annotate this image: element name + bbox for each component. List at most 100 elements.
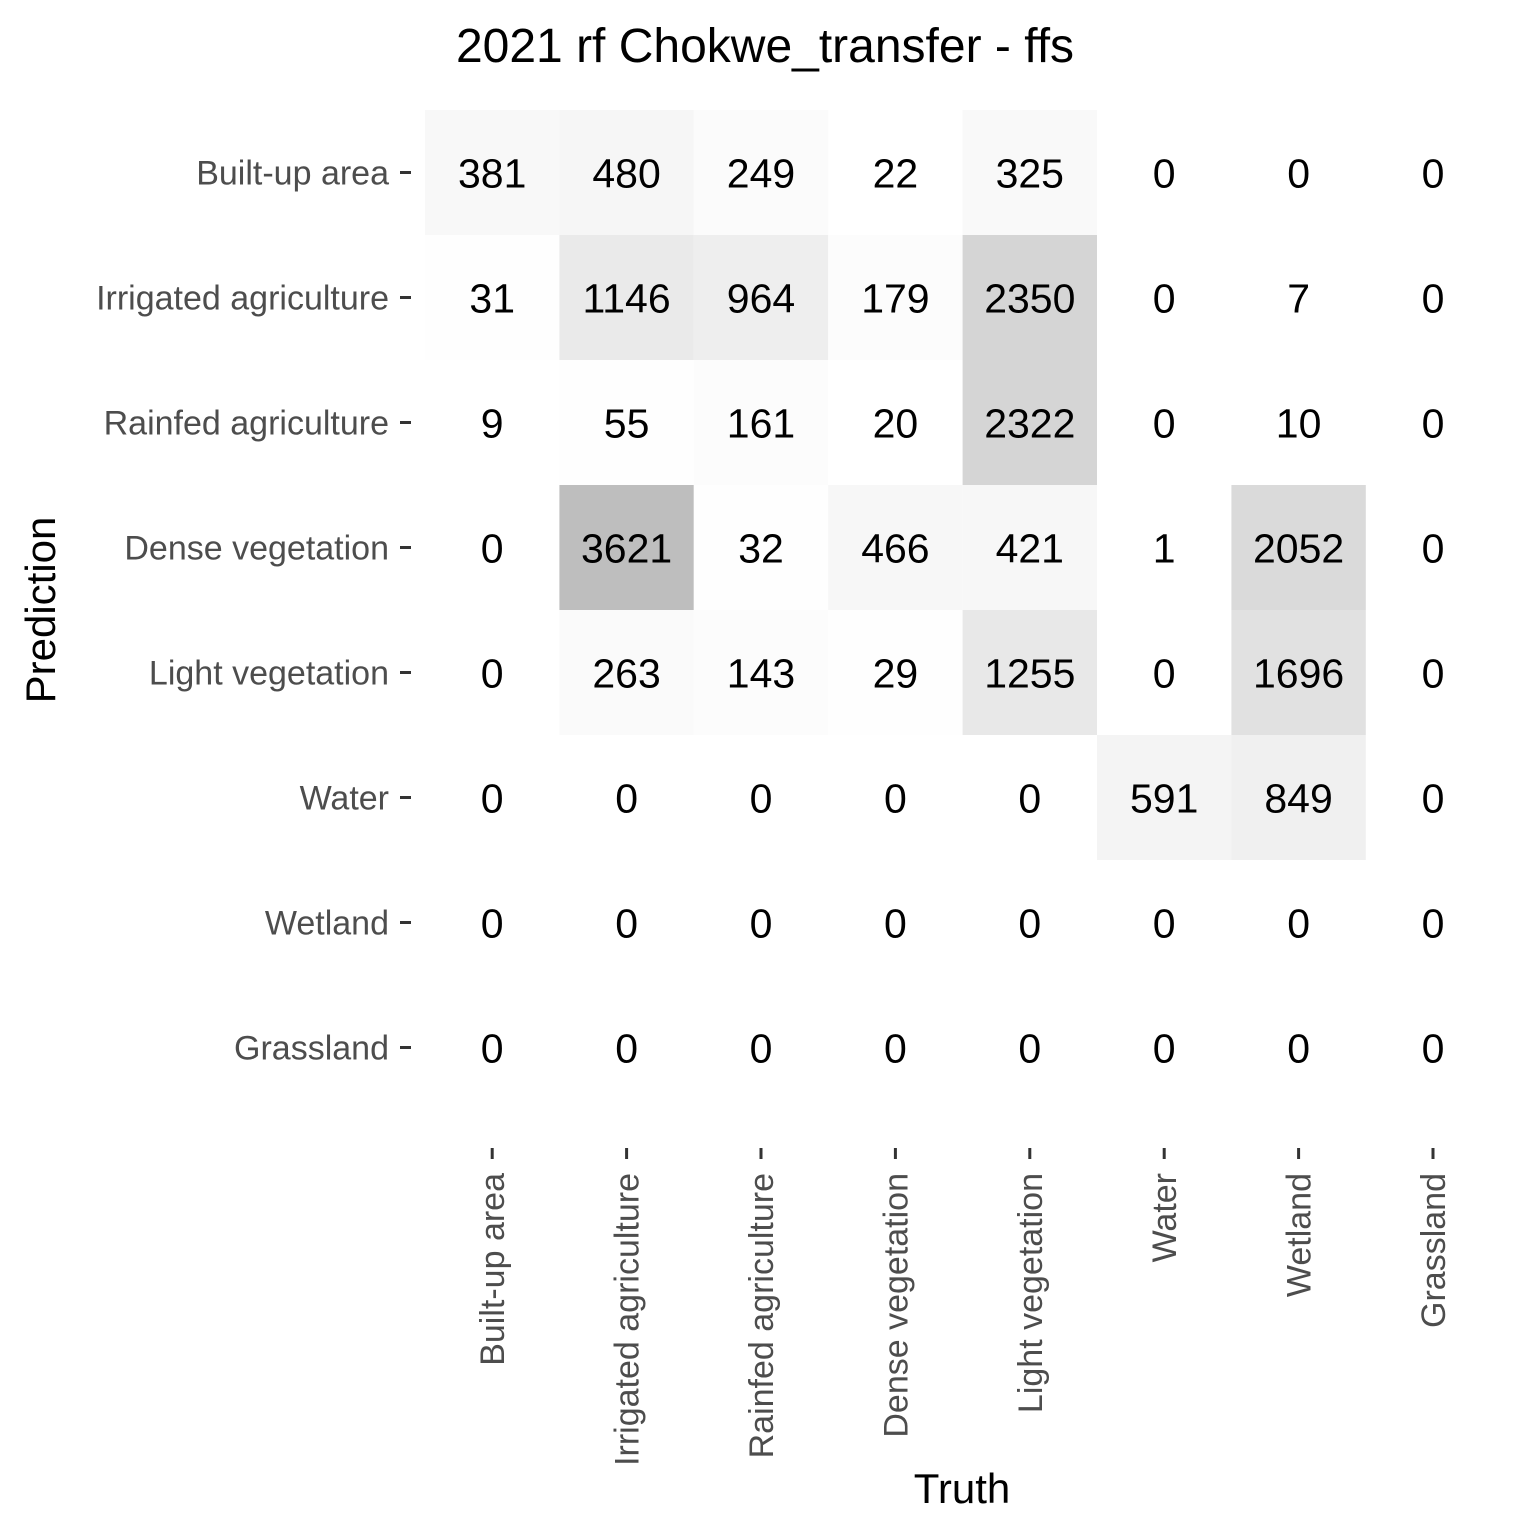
cell-value-label: 10 (1276, 401, 1322, 447)
x-tick-label: Irrigated agriculture (609, 1173, 647, 1466)
heatmap-cell (1231, 235, 1366, 360)
heatmap-cell-labels: 381 480 249 22 325 0 0 0 31 1146 964 179 2350 0 7 0 9 55 1… (458, 151, 1444, 1072)
heatmap-cell (1231, 485, 1366, 610)
x-tick-label: Grassland (1415, 1173, 1453, 1328)
cell-value-label: 161 (727, 401, 795, 447)
cell-value-label: 0 (481, 1026, 504, 1072)
x-tick-label: Dense vegetation (877, 1173, 915, 1438)
heatmap-cell (828, 485, 963, 610)
cell-value-label: 480 (592, 151, 660, 197)
cell-value-label: 2052 (1253, 526, 1344, 572)
cell-value-label: 31 (469, 276, 515, 322)
cell-value-label: 1146 (583, 276, 671, 322)
cell-value-label: 0 (884, 1026, 907, 1072)
y-tick-label: Rainfed agriculture (104, 405, 389, 443)
cell-value-label: 0 (1422, 1026, 1445, 1072)
heatmap-cell (1097, 735, 1232, 860)
cell-value-label: 0 (1153, 1026, 1176, 1072)
heatmap-cell (828, 610, 963, 735)
y-axis-title: Prediction (17, 517, 64, 704)
heatmap-cell (693, 610, 829, 735)
cell-value-label: 421 (996, 526, 1064, 572)
heatmap-cell (693, 360, 829, 485)
cell-value-label: 381 (458, 151, 526, 197)
heatmap-cell (693, 235, 829, 360)
cell-value-label: 20 (873, 401, 919, 447)
cell-value-label: 0 (750, 776, 773, 822)
x-tick-label: Light vegetation (1012, 1173, 1050, 1413)
heatmap-cell (559, 110, 694, 235)
x-tick-label: Rainfed agriculture (743, 1173, 781, 1458)
cell-value-label: 0 (884, 776, 907, 822)
y-tick-label: Dense vegetation (124, 530, 389, 568)
heatmap-cell (828, 235, 963, 360)
cell-value-label: 55 (604, 401, 650, 447)
cell-value-label: 0 (1153, 651, 1176, 697)
cell-value-label: 466 (861, 526, 929, 572)
heatmap-cell (1231, 610, 1366, 735)
heatmap-cell (962, 610, 1097, 735)
cell-value-label: 0 (750, 1026, 773, 1072)
y-tick-label: Water (300, 780, 389, 818)
heatmap-cell (1231, 360, 1366, 485)
cell-value-label: 0 (481, 651, 504, 697)
heatmap-cell (559, 610, 694, 735)
cell-value-label: 0 (1287, 901, 1310, 947)
cell-value-label: 1696 (1253, 651, 1344, 697)
heatmap-cell (425, 110, 560, 235)
cell-value-label: 249 (727, 151, 795, 197)
cell-value-label: 0 (481, 776, 504, 822)
cell-value-label: 0 (1153, 901, 1176, 947)
heatmap-cells (425, 110, 1366, 860)
cell-value-label: 0 (1287, 151, 1310, 197)
x-axis-title: Truth (914, 1465, 1010, 1512)
heatmap-cell (962, 360, 1097, 485)
cell-value-label: 0 (481, 526, 504, 572)
cell-value-label: 0 (1153, 401, 1176, 447)
cell-value-label: 849 (1264, 776, 1332, 822)
cell-value-label: 0 (1422, 901, 1445, 947)
cell-value-label: 2322 (984, 401, 1075, 447)
cell-value-label: 0 (1422, 276, 1445, 322)
heatmap-cell (828, 110, 963, 235)
cell-value-label: 0 (1422, 526, 1445, 572)
cell-value-label: 0 (884, 901, 907, 947)
y-tick-label: Wetland (265, 905, 389, 943)
cell-value-label: 0 (481, 901, 504, 947)
heatmap-cell (693, 110, 829, 235)
cell-value-label: 0 (1422, 151, 1445, 197)
cell-value-label: 325 (996, 151, 1064, 197)
cell-value-label: 0 (615, 1026, 638, 1072)
heatmap-cell (425, 360, 560, 485)
x-axis: Built-up area Irrigated agriculture Rainfe… (474, 1148, 1453, 1466)
cell-value-label: 7 (1287, 276, 1310, 322)
cell-value-label: 1 (1153, 526, 1176, 572)
cell-value-label: 0 (1018, 901, 1041, 947)
cell-value-label: 964 (727, 276, 795, 322)
cell-value-label: 0 (615, 901, 638, 947)
cell-value-label: 0 (750, 901, 773, 947)
cell-value-label: 591 (1130, 776, 1198, 822)
cell-value-label: 143 (727, 651, 795, 697)
x-tick-label: Wetland (1281, 1173, 1319, 1297)
y-tick-label: Irrigated agriculture (96, 280, 389, 318)
cell-value-label: 2350 (984, 276, 1075, 322)
x-tick-label: Built-up area (474, 1173, 512, 1366)
cell-value-label: 29 (873, 651, 919, 697)
heatmap-cell (1231, 735, 1366, 860)
heatmap-cell (962, 485, 1097, 610)
cell-value-label: 0 (1018, 776, 1041, 822)
cell-value-label: 1255 (984, 651, 1075, 697)
heatmap-cell (1097, 485, 1232, 610)
heatmap-cell (962, 110, 1097, 235)
heatmap-cell (559, 235, 694, 360)
y-tick-label: Light vegetation (149, 655, 389, 693)
y-tick-label: Grassland (234, 1030, 389, 1068)
y-tick-label: Built-up area (196, 155, 389, 193)
cell-value-label: 0 (1422, 401, 1445, 447)
cell-value-label: 32 (738, 526, 784, 572)
cell-value-label: 0 (1153, 276, 1176, 322)
heatmap-cell (425, 235, 560, 360)
chart-title: 2021 rf Chokwe_transfer - ffs (456, 20, 1074, 73)
